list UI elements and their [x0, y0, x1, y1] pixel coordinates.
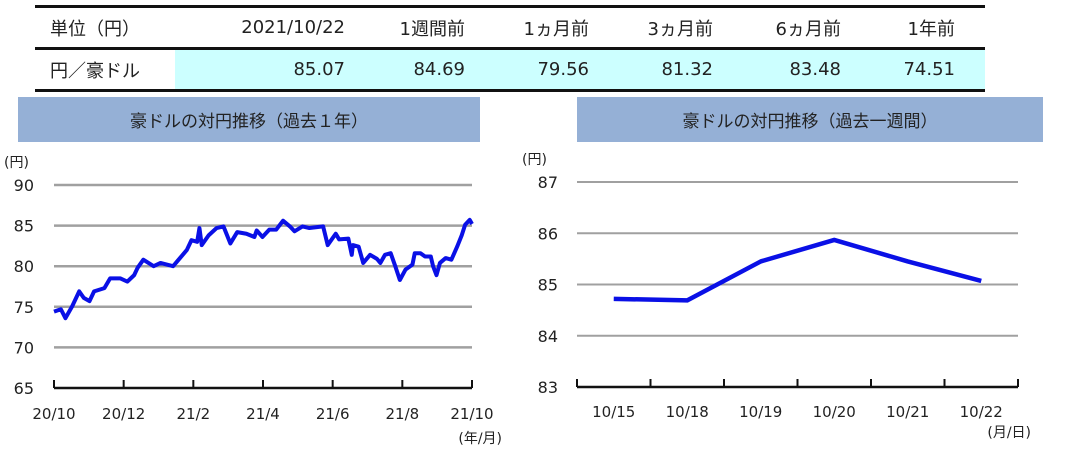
row-label: 円／豪ドル — [50, 60, 140, 82]
x-tick-label: 20/12 — [102, 405, 145, 423]
x-tick-label: 21/10 — [450, 405, 493, 423]
y-tick-label: 84 — [538, 327, 558, 346]
y-tick-label: 87 — [538, 173, 558, 192]
table-header-row: 単位（円） 2021/10/22 1週間前 1ヵ月前 3ヵ月前 6ヵ月前 1年前 — [35, 8, 985, 50]
value-3m: 81.32 — [661, 59, 713, 80]
chart-title-1y: 豪ドルの対円推移（過去１年） — [18, 97, 480, 142]
y-tick-label: 85 — [14, 217, 34, 236]
series-line-1w — [613, 237, 982, 303]
y-tick-label: 83 — [538, 378, 558, 397]
x-tick-label: 21/8 — [385, 405, 419, 423]
y-tick-label: 86 — [538, 224, 558, 243]
y-tick-label: 75 — [14, 298, 34, 317]
x-tick-label: 10/19 — [739, 403, 782, 421]
y-tick-label: 80 — [14, 257, 34, 276]
value-date: 85.07 — [293, 59, 345, 80]
header-1m: 1ヵ月前 — [523, 18, 589, 40]
x-tick-label: 20/10 — [32, 405, 75, 423]
y-axis-unit: (円) — [4, 155, 29, 171]
x-axis-unit: (年/月) — [458, 431, 502, 447]
value-6m: 83.48 — [789, 59, 841, 80]
x-tick-label: 10/15 — [592, 403, 635, 421]
header-1w: 1週間前 — [399, 18, 465, 40]
header-date: 2021/10/22 — [241, 17, 345, 38]
y-tick-label: 65 — [14, 379, 34, 398]
header-1y: 1年前 — [907, 18, 955, 40]
x-tick-label: 10/21 — [886, 403, 929, 421]
value-1y: 74.51 — [903, 59, 955, 80]
x-tick-label: 10/20 — [813, 403, 856, 421]
header-unit: 単位（円） — [50, 18, 140, 40]
x-tick-label: 21/2 — [176, 405, 210, 423]
y-axis-unit: (円) — [522, 152, 547, 168]
x-tick-label: 10/18 — [666, 403, 709, 421]
header-3m: 3ヵ月前 — [647, 18, 713, 40]
chart-title-1w: 豪ドルの対円推移（過去一週間） — [577, 97, 1043, 142]
rate-table: 単位（円） 2021/10/22 1週間前 1ヵ月前 3ヵ月前 6ヵ月前 1年前… — [35, 5, 985, 92]
series-line-1y — [53, 217, 474, 321]
table-row: 円／豪ドル 85.07 84.69 79.56 81.32 83.48 74.5… — [35, 50, 985, 89]
value-1m: 79.56 — [537, 59, 589, 80]
y-tick-label: 70 — [14, 338, 34, 357]
x-axis-unit: (月/日) — [987, 425, 1031, 441]
y-tick-label: 85 — [538, 276, 558, 295]
value-1w: 84.69 — [413, 59, 465, 80]
x-tick-label: 10/22 — [960, 403, 1003, 421]
header-6m: 6ヵ月前 — [775, 18, 841, 40]
y-tick-label: 90 — [14, 176, 34, 195]
x-tick-label: 21/4 — [246, 405, 280, 423]
x-tick-label: 21/6 — [316, 405, 350, 423]
